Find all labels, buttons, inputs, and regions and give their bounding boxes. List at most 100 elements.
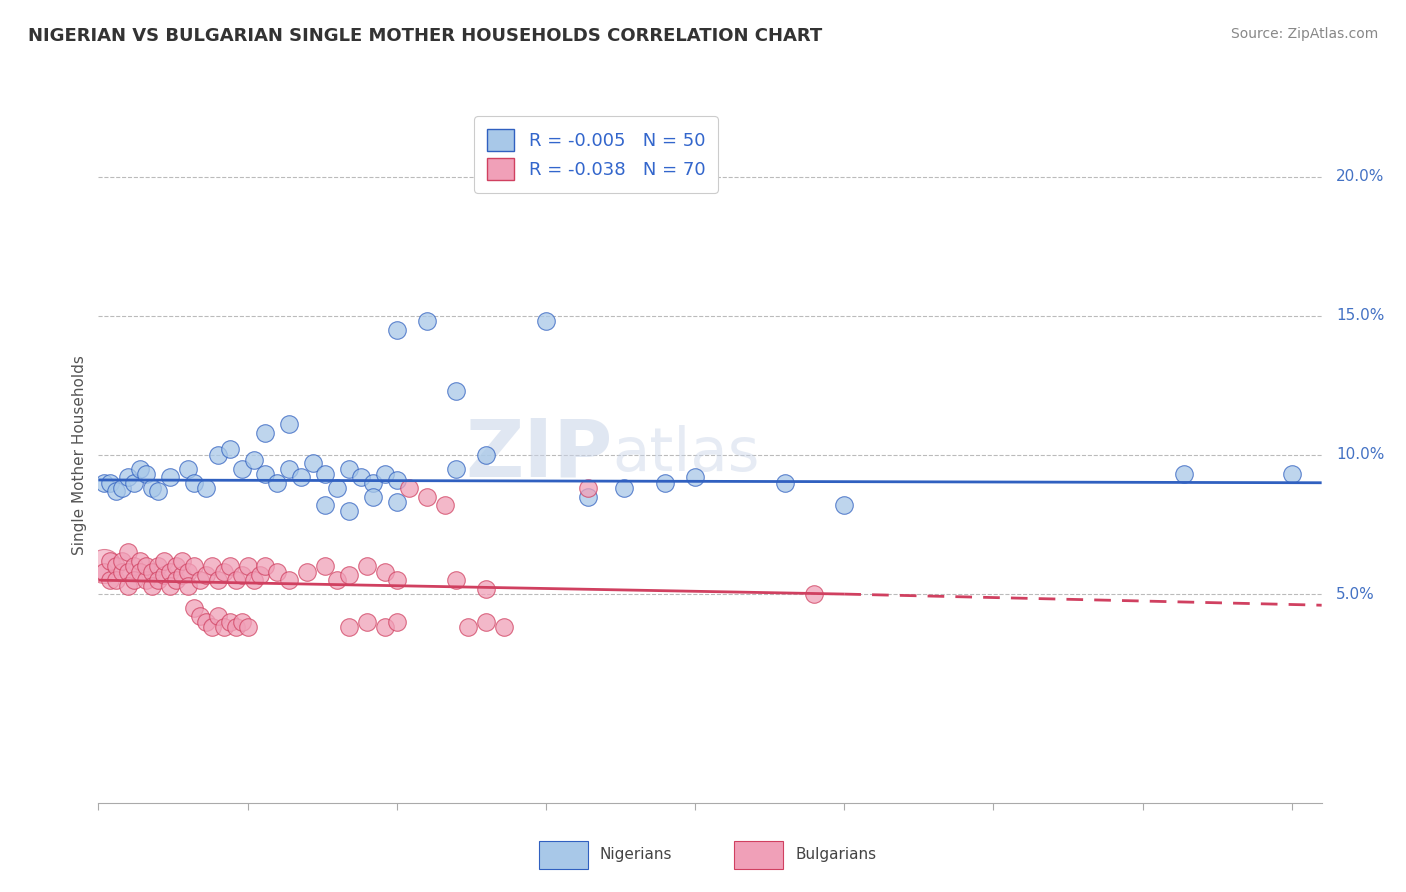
Point: [236, 559, 259, 574]
Point: [225, 573, 247, 587]
Point: [194, 567, 217, 582]
Point: [183, 601, 205, 615]
Point: [475, 582, 498, 596]
Point: [93, 475, 115, 490]
Point: [326, 573, 349, 587]
Point: [194, 615, 217, 629]
Point: [415, 314, 437, 328]
Text: Bulgarians: Bulgarians: [796, 847, 877, 863]
Point: [177, 462, 200, 476]
Point: [278, 573, 301, 587]
Point: [212, 620, 235, 634]
Text: Nigerians: Nigerians: [600, 847, 672, 863]
Point: [385, 573, 408, 587]
Text: Source: ZipAtlas.com: Source: ZipAtlas.com: [1230, 27, 1378, 41]
Point: [207, 448, 229, 462]
Point: [122, 475, 145, 490]
Point: [225, 620, 247, 634]
Point: [105, 573, 128, 587]
FancyBboxPatch shape: [538, 841, 588, 869]
Point: [170, 554, 193, 568]
Point: [361, 490, 384, 504]
Point: [337, 567, 360, 582]
Point: [135, 573, 157, 587]
Point: [576, 481, 599, 495]
Point: [153, 567, 176, 582]
Point: [236, 620, 259, 634]
Point: [218, 559, 240, 574]
Text: 5.0%: 5.0%: [1336, 587, 1375, 601]
Point: [773, 475, 796, 490]
Point: [290, 470, 312, 484]
Point: [385, 495, 408, 509]
Point: [576, 490, 599, 504]
Y-axis label: Single Mother Households: Single Mother Households: [72, 355, 87, 555]
Point: [356, 615, 378, 629]
Point: [337, 462, 360, 476]
Point: [231, 462, 253, 476]
Point: [177, 579, 200, 593]
Point: [278, 462, 301, 476]
Point: [159, 565, 181, 579]
Point: [242, 573, 264, 587]
Point: [122, 573, 145, 587]
Point: [385, 615, 408, 629]
Point: [254, 559, 277, 574]
Point: [314, 559, 336, 574]
Point: [117, 565, 139, 579]
Point: [188, 573, 211, 587]
Point: [385, 473, 408, 487]
Point: [183, 559, 205, 574]
Text: atlas: atlas: [612, 425, 759, 484]
Point: [146, 573, 169, 587]
Point: [266, 565, 288, 579]
Point: [337, 620, 360, 634]
FancyBboxPatch shape: [734, 841, 783, 869]
Point: [446, 462, 468, 476]
Point: [98, 573, 121, 587]
Point: [433, 498, 456, 512]
Point: [475, 615, 498, 629]
Point: [122, 559, 145, 574]
Point: [207, 609, 229, 624]
Point: [105, 559, 128, 574]
Point: [141, 579, 163, 593]
Point: [212, 565, 235, 579]
Point: [350, 470, 373, 484]
Point: [337, 503, 360, 517]
Point: [159, 579, 181, 593]
Point: [93, 559, 115, 574]
Point: [683, 470, 706, 484]
Point: [111, 565, 134, 579]
Point: [111, 481, 134, 495]
Text: 10.0%: 10.0%: [1336, 448, 1385, 462]
Point: [266, 475, 288, 490]
Point: [146, 559, 169, 574]
Point: [302, 456, 325, 470]
Point: [207, 573, 229, 587]
Point: [832, 498, 855, 512]
Point: [117, 545, 139, 559]
Point: [129, 554, 152, 568]
Point: [457, 620, 479, 634]
Point: [314, 498, 336, 512]
Point: [105, 484, 128, 499]
Point: [254, 467, 277, 482]
Point: [135, 467, 157, 482]
Point: [494, 620, 516, 634]
Point: [98, 554, 121, 568]
Point: [314, 467, 336, 482]
Point: [141, 565, 163, 579]
Point: [446, 573, 468, 587]
Point: [612, 481, 634, 495]
Point: [278, 417, 301, 432]
Text: ZIP: ZIP: [465, 416, 612, 494]
Point: [231, 615, 253, 629]
Point: [475, 448, 498, 462]
Point: [153, 554, 176, 568]
Point: [159, 470, 181, 484]
Point: [1173, 467, 1195, 482]
Point: [177, 565, 200, 579]
Point: [93, 565, 115, 579]
Point: [446, 384, 468, 398]
